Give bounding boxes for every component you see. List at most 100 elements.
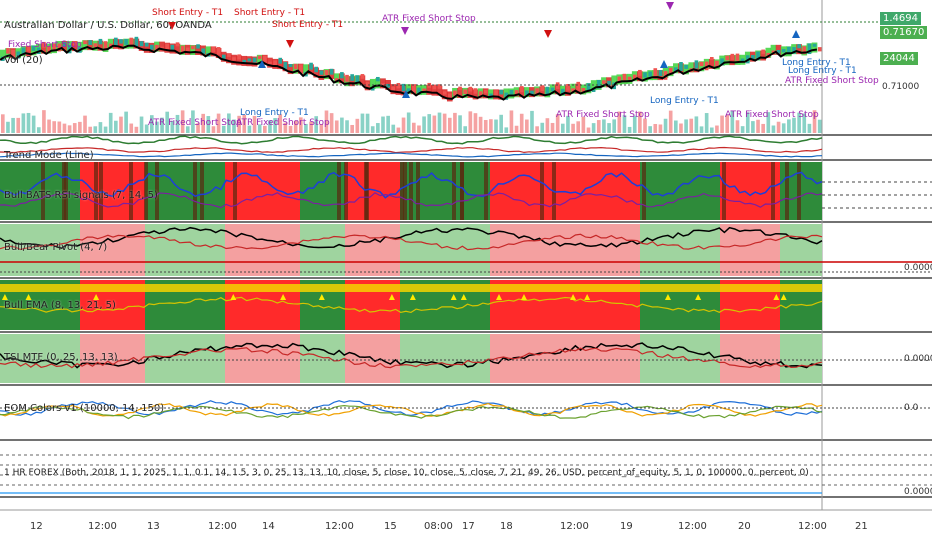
candle xyxy=(268,61,272,67)
candle xyxy=(52,43,57,51)
signal-arrow xyxy=(168,22,176,30)
volume-bar xyxy=(725,114,730,133)
volume-bar xyxy=(298,117,303,133)
candle xyxy=(211,46,216,53)
candle xyxy=(124,39,128,45)
ema-arrow xyxy=(1,294,8,300)
candle xyxy=(658,70,663,77)
ema-ribbon-segment xyxy=(375,78,381,89)
signal-label-stop: ATR Fixed Short Stop xyxy=(785,76,879,86)
ema-ribbon-segment xyxy=(688,62,695,73)
ema-line-yellow xyxy=(0,296,823,314)
candle xyxy=(175,42,180,47)
candle xyxy=(334,78,339,82)
candle xyxy=(72,41,77,46)
candle xyxy=(108,43,113,48)
volume-bar xyxy=(139,116,144,133)
candle xyxy=(319,70,324,75)
volume-bar xyxy=(83,115,87,133)
volume-bar xyxy=(412,122,416,133)
current-price-tag: 1.4694 xyxy=(880,12,921,25)
pivot-bg-band xyxy=(720,224,780,276)
rsi-stripe xyxy=(797,162,801,220)
candle xyxy=(802,46,807,55)
ema-ribbon-segment xyxy=(195,44,201,55)
ema-ribbon-segment xyxy=(303,64,309,75)
rsi-bg-band xyxy=(80,162,145,220)
signal-label-long: Long Entry - T1 xyxy=(650,96,719,106)
ema-ribbon-segment xyxy=(518,87,525,98)
tsi-bg-band xyxy=(540,334,640,383)
volume-bar xyxy=(596,120,601,133)
ema-arrow xyxy=(773,294,780,300)
candle xyxy=(735,53,740,61)
candle xyxy=(730,53,735,61)
volume-bar xyxy=(730,110,735,133)
ema-arrow xyxy=(388,294,395,300)
candle xyxy=(42,41,46,48)
ema-ribbon-segment xyxy=(318,69,325,80)
candle xyxy=(653,68,658,79)
main-pane-title: Australian Dollar / U.S. Dollar, 60, OAN… xyxy=(4,20,212,31)
volume-bar xyxy=(350,124,354,133)
candle xyxy=(668,67,673,75)
ema-ribbon-segment xyxy=(729,55,736,66)
pivot-bg-band xyxy=(490,224,540,276)
volume-bar xyxy=(453,112,457,133)
candle xyxy=(761,49,765,55)
volume-bar xyxy=(648,126,652,133)
ema-ribbon-segment xyxy=(637,71,643,82)
candle xyxy=(165,43,170,52)
volume-bar xyxy=(417,125,421,133)
candle xyxy=(566,84,570,91)
eom-title: EOM Colors v1 (10000, 14, 150) xyxy=(4,403,165,414)
ema-arrow xyxy=(318,294,325,300)
volume-bar xyxy=(720,115,724,133)
candle xyxy=(807,43,812,55)
ema-ribbon-segment xyxy=(359,75,366,86)
ema-arrow xyxy=(695,294,702,300)
volume-bar xyxy=(591,123,596,133)
time-axis-label: 12:00 xyxy=(798,521,827,532)
candle xyxy=(242,59,247,64)
rsi-stripe xyxy=(193,162,197,220)
volume-bar xyxy=(427,114,432,133)
volume-bar xyxy=(78,121,82,133)
volume-bar xyxy=(545,118,550,133)
volume-value-tag: 24044 xyxy=(880,52,918,65)
time-axis-label: 14 xyxy=(262,521,275,532)
ema-ribbon-segment xyxy=(683,64,689,75)
ema-arrow xyxy=(496,294,503,300)
signal-label-stop: ATR Fixed Short Stop xyxy=(382,14,476,24)
volume-bar xyxy=(540,122,545,133)
rsi-stripe xyxy=(41,162,45,220)
candle xyxy=(817,47,822,52)
volume-bar xyxy=(674,120,678,133)
rsi-stripe xyxy=(403,162,407,220)
time-axis-label: 20 xyxy=(738,521,751,532)
volume-bar xyxy=(191,110,195,133)
volume-bar xyxy=(268,120,272,133)
volume-bar xyxy=(216,113,221,133)
time-axis-label: 19 xyxy=(620,521,633,532)
candle xyxy=(535,88,539,96)
rsi-bg-band xyxy=(400,162,490,220)
candle xyxy=(596,80,601,89)
candle xyxy=(540,85,545,92)
candle xyxy=(155,44,159,52)
candle xyxy=(31,45,36,51)
volume-bar xyxy=(612,119,616,133)
pivot-bg-band xyxy=(640,224,660,276)
volume-bar xyxy=(699,126,704,133)
volume-bar xyxy=(386,115,390,133)
pivot-bg-band xyxy=(0,224,80,276)
volume-bar xyxy=(283,122,288,133)
tsi-bg-band xyxy=(145,334,225,383)
volume-bar xyxy=(602,119,606,133)
rsi-line-blue xyxy=(0,171,823,199)
pivot-bg-band xyxy=(780,224,822,276)
volume-bar xyxy=(504,127,509,133)
volume-bar xyxy=(206,116,211,133)
candle xyxy=(98,38,103,45)
